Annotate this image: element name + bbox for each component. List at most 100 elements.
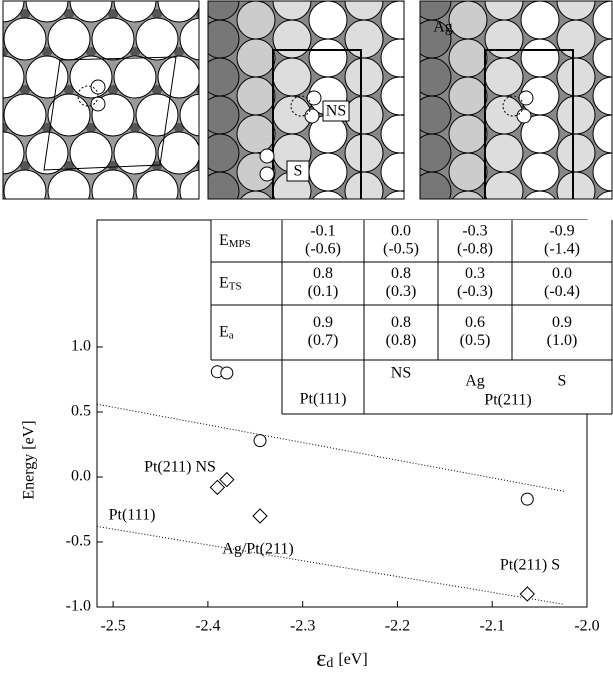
atom [157, 55, 199, 99]
table-cell: 0.8 [391, 265, 411, 282]
atom [308, 38, 348, 78]
table-cell: -0.3 [462, 223, 487, 240]
atom [236, 1, 276, 40]
atom [556, 57, 596, 97]
hole [152, 85, 162, 95]
adatom [306, 90, 322, 106]
table-cell: (0.7) [308, 332, 339, 349]
point [219, 471, 235, 488]
x-tick-label: -2.3 [290, 618, 315, 635]
atom [25, 1, 69, 23]
text-part: d [326, 656, 333, 671]
x-tick-label: -2.2 [385, 618, 410, 635]
atom [448, 1, 488, 40]
atom [3, 169, 47, 199]
x-tick-label: -2.4 [195, 618, 220, 635]
atom [26, 208, 68, 250]
atom [344, 19, 384, 59]
atom [69, 131, 113, 175]
text-part: a [229, 329, 234, 341]
text-part: [eV] [338, 651, 367, 668]
fit-line [96, 403, 565, 492]
atom [592, 76, 612, 116]
table-bg [211, 220, 282, 360]
atom [157, 131, 199, 175]
unit-cell [484, 49, 574, 199]
column-header: Pt(211) [484, 392, 531, 409]
x-axis-label: εd [eV] [316, 646, 367, 672]
adatom [518, 90, 534, 106]
atom [344, 133, 384, 173]
point-label: Ag/Pt(211) [222, 541, 293, 558]
atom [3, 55, 25, 99]
hole [152, 9, 162, 19]
atom [448, 114, 488, 154]
text-part: E [219, 323, 229, 340]
panel-frame [2, 0, 200, 200]
atom [520, 1, 560, 40]
atom [3, 131, 25, 175]
hole [20, 85, 30, 95]
adatom-ghost [290, 95, 312, 117]
structure-panel [0, 1, 199, 250]
panel-frame [419, 0, 613, 200]
hole [0, 199, 8, 209]
hole [174, 123, 184, 133]
atom [380, 114, 404, 154]
hole [174, 199, 184, 209]
table-cell: (-0.5) [383, 241, 419, 258]
table-cell: (-1.4) [544, 241, 580, 258]
table-cell: 0.0 [391, 223, 411, 240]
table-cell: 0.6 [465, 314, 485, 331]
point [520, 492, 534, 506]
text-part: E [219, 274, 229, 291]
column-header: NS [391, 365, 411, 382]
adatom [259, 166, 275, 182]
table-cell: (-0.3) [457, 283, 493, 300]
hole [152, 161, 162, 171]
panel-frame [207, 0, 405, 200]
atom [383, 190, 404, 199]
atom [135, 93, 179, 137]
hole [86, 47, 96, 57]
table-cell: -0.9 [549, 223, 574, 240]
adatom [90, 96, 106, 112]
adatom [259, 148, 275, 164]
atom [208, 95, 240, 135]
y-tick-label: 1.0 [71, 338, 91, 355]
table-cell: 0.8 [391, 314, 411, 331]
atom [484, 133, 524, 173]
point [253, 434, 267, 448]
atom [344, 171, 384, 199]
hole [64, 9, 74, 19]
atom [135, 169, 179, 199]
atom [0, 170, 2, 212]
table-cell: (0.8) [386, 332, 417, 349]
table-cell: (0.5) [460, 332, 491, 349]
table-cell: (-0.4) [544, 283, 580, 300]
atom [308, 1, 348, 40]
table-cell: 0.3 [465, 265, 485, 282]
x-tick-label: -2.1 [480, 618, 505, 635]
atom [308, 152, 348, 192]
atom [380, 38, 404, 78]
column-header: S [558, 373, 567, 390]
atom [344, 95, 384, 135]
atom [592, 1, 612, 40]
atom [0, 18, 2, 60]
atom [448, 38, 488, 78]
structure-panel: Ag [420, 1, 612, 199]
unit-cell [272, 49, 362, 199]
atom [595, 190, 612, 199]
hole [42, 199, 52, 209]
hole [130, 123, 140, 133]
point-label: Pt(111) [109, 507, 156, 524]
atom [420, 171, 452, 199]
point-label: Pt(211) S [500, 557, 560, 574]
y-axis-label: Energy [eV] [21, 420, 38, 499]
table-cell: (-0.8) [457, 241, 493, 258]
hole [130, 199, 140, 209]
atom [272, 57, 312, 97]
atom [113, 131, 157, 175]
hole [20, 9, 30, 19]
